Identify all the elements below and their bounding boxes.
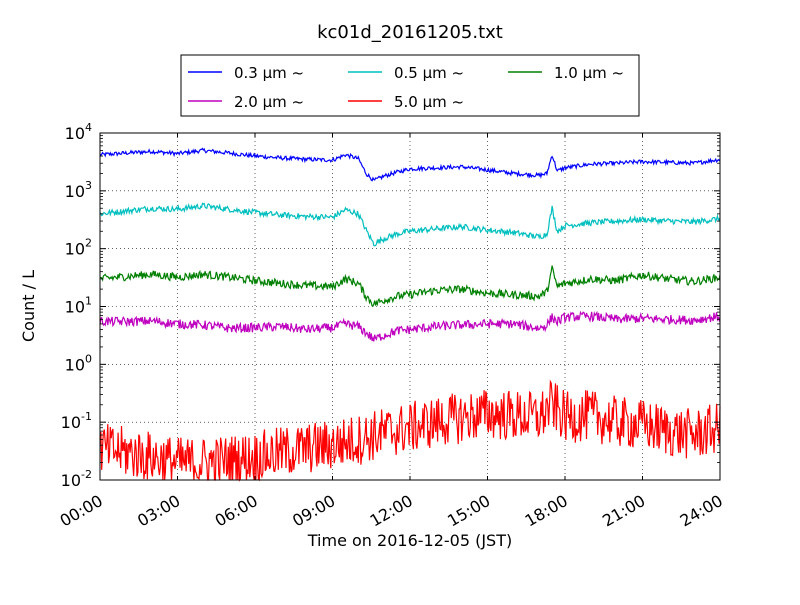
legend: 0.3 μm ~ 0.5 μm ~ 1.0 μm ~ 2.0 μm ~ 5.0 μm ~ [180,54,640,117]
x-tick-label: 00:00 [57,491,106,531]
y-tick-label: 104 [65,121,92,143]
legend-label: 1.0 μm ~ [554,64,624,82]
series-layer [99,147,721,482]
x-tick-label: 12:00 [367,491,416,531]
x-tick-label: 06:00 [212,491,261,531]
x-tick-label: 24:00 [677,491,726,531]
legend-label: 0.5 μm ~ [394,64,464,82]
legend-label: 5.0 μm ~ [394,93,464,111]
series-line [99,202,721,247]
y-tick-label: 102 [65,237,92,259]
series-line [99,265,721,307]
y-tick-label: 10-1 [61,410,92,432]
series-line [99,147,721,182]
x-tick-label: 09:00 [289,491,338,531]
legend-label: 0.3 μm ~ [234,64,304,82]
ticks: 00:00 03:00 06:00 09:00 12:00 15:00 18:00 21:00… [57,121,726,531]
x-tick-label: 03:00 [134,491,183,531]
y-axis-label: Count / L [19,270,38,342]
series-line [99,310,721,342]
x-tick-label: 21:00 [599,491,648,531]
y-tick-label: 101 [65,295,92,317]
y-tick-label: 100 [65,352,92,374]
y-tick-label: 103 [65,179,92,201]
x-tick-label: 18:00 [522,491,571,531]
chart-title: kc01d_20161205.txt [317,22,503,43]
x-axis-label: Time on 2016-12-05 (JST) [307,531,512,550]
x-tick-label: 15:00 [444,491,493,531]
legend-box [180,54,640,117]
series-line [99,379,721,482]
legend-label: 2.0 μm ~ [234,93,304,111]
y-tick-label: 10-2 [61,468,92,490]
